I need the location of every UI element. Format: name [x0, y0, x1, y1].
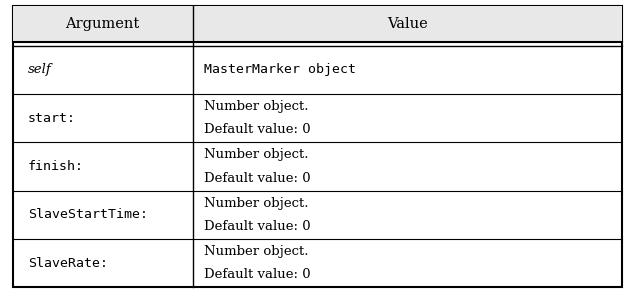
Text: Number object.: Number object.: [203, 100, 308, 113]
Text: self: self: [28, 64, 51, 76]
Text: Default value: 0: Default value: 0: [203, 123, 310, 136]
Text: SlaveRate:: SlaveRate:: [28, 256, 108, 270]
Text: MasterMarker object: MasterMarker object: [203, 64, 356, 76]
Bar: [13, 6, 622, 42]
Text: Argument: Argument: [65, 17, 140, 31]
Text: Value: Value: [387, 17, 428, 31]
Text: SlaveStartTime:: SlaveStartTime:: [28, 208, 148, 221]
Text: finish:: finish:: [28, 160, 84, 173]
Text: Default value: 0: Default value: 0: [203, 268, 310, 281]
Text: Number object.: Number object.: [203, 197, 308, 210]
Text: Number object.: Number object.: [203, 148, 308, 161]
Text: Default value: 0: Default value: 0: [203, 172, 310, 185]
Text: Default value: 0: Default value: 0: [203, 220, 310, 233]
Text: Number object.: Number object.: [203, 245, 308, 258]
Text: start:: start:: [28, 112, 76, 125]
